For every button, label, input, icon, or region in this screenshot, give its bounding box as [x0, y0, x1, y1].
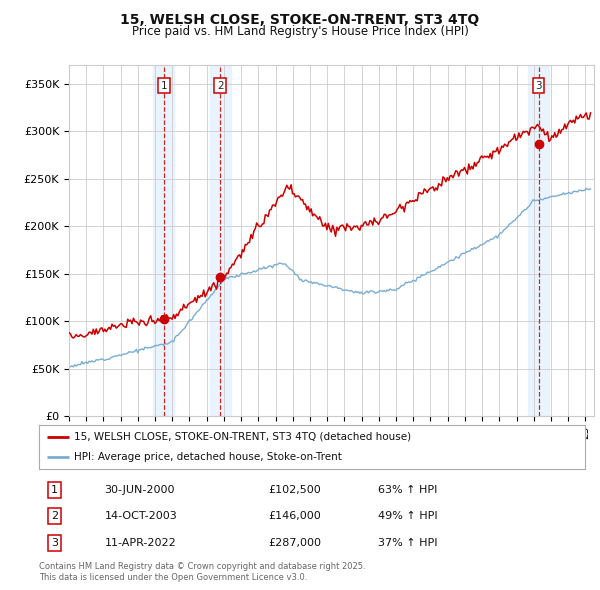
Text: 15, WELSH CLOSE, STOKE-ON-TRENT, ST3 4TQ: 15, WELSH CLOSE, STOKE-ON-TRENT, ST3 4TQ [121, 13, 479, 27]
Text: 15, WELSH CLOSE, STOKE-ON-TRENT, ST3 4TQ (detached house): 15, WELSH CLOSE, STOKE-ON-TRENT, ST3 4TQ… [74, 432, 412, 442]
Text: Price paid vs. HM Land Registry's House Price Index (HPI): Price paid vs. HM Land Registry's House … [131, 25, 469, 38]
Bar [528, 65, 549, 416]
Text: £287,000: £287,000 [268, 537, 322, 548]
Text: 49% ↑ HPI: 49% ↑ HPI [377, 512, 437, 521]
Text: £102,500: £102,500 [268, 485, 321, 495]
Text: 2: 2 [51, 512, 58, 521]
Text: 63% ↑ HPI: 63% ↑ HPI [377, 485, 437, 495]
Text: 3: 3 [51, 537, 58, 548]
Text: 2: 2 [217, 81, 224, 91]
Text: 30-JUN-2000: 30-JUN-2000 [104, 485, 175, 495]
Text: 37% ↑ HPI: 37% ↑ HPI [377, 537, 437, 548]
Bar [210, 65, 230, 416]
Text: Contains HM Land Registry data © Crown copyright and database right 2025.
This d: Contains HM Land Registry data © Crown c… [39, 562, 365, 582]
Text: HPI: Average price, detached house, Stoke-on-Trent: HPI: Average price, detached house, Stok… [74, 452, 343, 462]
Text: 3: 3 [535, 81, 542, 91]
Text: 14-OCT-2003: 14-OCT-2003 [104, 512, 177, 521]
Text: 1: 1 [51, 485, 58, 495]
Text: 11-APR-2022: 11-APR-2022 [104, 537, 176, 548]
Bar [154, 65, 174, 416]
Text: £146,000: £146,000 [268, 512, 321, 521]
Text: 1: 1 [160, 81, 167, 91]
